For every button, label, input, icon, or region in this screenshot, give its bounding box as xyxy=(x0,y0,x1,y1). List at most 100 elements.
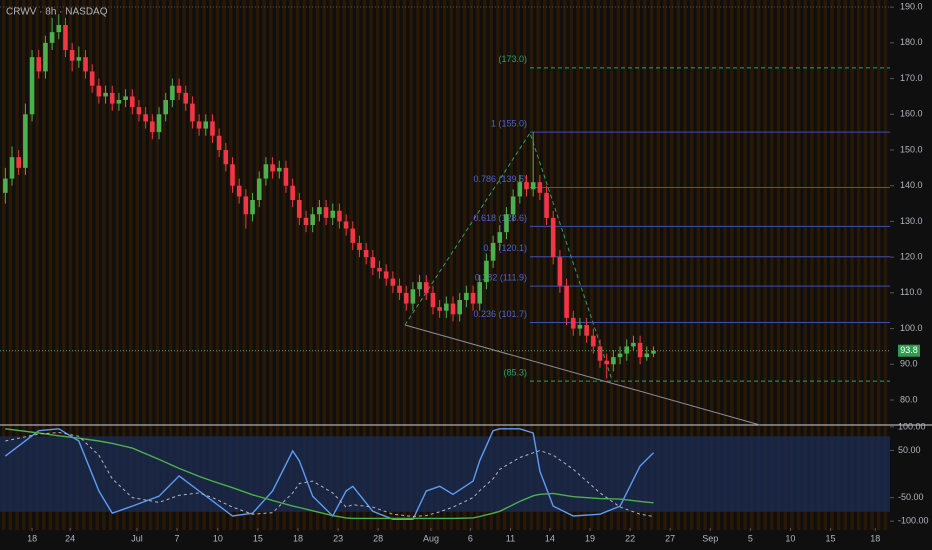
x-tick-label: 15 xyxy=(826,533,836,543)
candle-body xyxy=(570,317,576,329)
candle-body xyxy=(123,96,128,100)
candle-body xyxy=(69,50,75,61)
candle-body xyxy=(196,121,202,129)
candle-body xyxy=(3,178,8,193)
candle-body xyxy=(477,282,483,304)
candle-body xyxy=(156,114,162,133)
fib-label: (85.3) xyxy=(503,367,527,377)
y-tick-label: 90.0 xyxy=(900,359,918,369)
candle-body xyxy=(631,342,636,347)
indicator-band xyxy=(0,436,890,512)
candle-body xyxy=(330,210,336,218)
candle-body xyxy=(624,346,630,354)
candle-body xyxy=(96,85,102,97)
candle-body xyxy=(611,357,616,365)
candle-body xyxy=(230,164,235,186)
chart-title: CRWV · 8h · NASDAQ xyxy=(6,7,108,18)
candle-body xyxy=(437,307,442,311)
fib-label: 0.236 (101.7) xyxy=(473,309,527,319)
x-tick-label: 18 xyxy=(27,533,37,543)
candle-body xyxy=(430,292,436,308)
x-tick-label: 18 xyxy=(293,533,303,543)
candle-body xyxy=(537,182,543,193)
candle-body xyxy=(183,92,189,104)
trend-line xyxy=(404,324,761,426)
y-tick-label: 50.00 xyxy=(898,445,921,455)
candle-body xyxy=(223,150,229,165)
candle-body xyxy=(256,178,262,200)
y-tick-label: 120.0 xyxy=(900,252,923,262)
candle-body xyxy=(270,164,275,172)
candle-body xyxy=(170,85,175,100)
y-tick-label: 110.0 xyxy=(900,287,922,297)
candle-body xyxy=(617,353,623,358)
x-tick-label: 10 xyxy=(785,533,795,543)
candle-body xyxy=(517,182,523,197)
y-tick-label: 170.0 xyxy=(900,73,923,83)
candle-body xyxy=(497,232,503,243)
candle-body xyxy=(470,292,476,304)
y-tick-label: 130.0 xyxy=(900,216,923,226)
y-tick-label: 140.0 xyxy=(900,180,923,190)
candle-body xyxy=(584,325,589,336)
candle-body xyxy=(143,114,148,122)
candle-body xyxy=(83,57,88,72)
candle-body xyxy=(383,271,389,279)
candle-body xyxy=(150,121,155,133)
candle-body xyxy=(544,192,549,218)
y-tick-label: 190.0 xyxy=(900,2,923,12)
candle-body xyxy=(109,92,115,104)
candle-body xyxy=(557,257,563,286)
x-tick-label: 7 xyxy=(175,533,180,543)
candle-body xyxy=(524,182,529,190)
candle-body xyxy=(363,250,369,258)
candle-body xyxy=(397,285,402,293)
candle-body xyxy=(236,185,242,197)
y-tick-label: 100.0 xyxy=(900,323,923,333)
candle-body xyxy=(290,185,295,200)
indicator-line xyxy=(5,428,654,520)
candle-body xyxy=(76,57,82,61)
fib-label: (173.0) xyxy=(498,54,527,64)
y-tick-label: 150.0 xyxy=(900,144,923,154)
candle-body xyxy=(444,303,449,311)
candle-body xyxy=(63,25,68,50)
fib-label: 1 (155.0) xyxy=(491,119,527,129)
indicator-line xyxy=(4,428,654,520)
candle-body xyxy=(450,303,456,315)
candle-body xyxy=(310,214,316,225)
candle-body xyxy=(243,196,249,215)
candle-body xyxy=(297,200,302,218)
candle-body xyxy=(317,207,322,215)
candle-body xyxy=(163,100,169,115)
x-tick-label: 18 xyxy=(870,533,880,543)
last-price-tag xyxy=(898,344,920,357)
candle-body xyxy=(103,92,108,97)
candle-body xyxy=(644,353,650,358)
candle-body xyxy=(637,342,643,358)
candle-body xyxy=(484,260,489,283)
candle-body xyxy=(337,210,342,222)
x-tick-label: 6 xyxy=(468,533,473,543)
fib-label: 0.5 (120.1) xyxy=(483,243,527,253)
x-tick-label: 27 xyxy=(665,533,675,543)
x-tick-label: 15 xyxy=(253,533,263,543)
candle-body xyxy=(116,100,122,104)
x-tick-label: Sep xyxy=(702,533,718,543)
candle-body xyxy=(210,121,215,136)
candle-body xyxy=(16,157,22,168)
candle-body xyxy=(250,200,255,215)
x-tick-label: 23 xyxy=(333,533,343,543)
candle-body xyxy=(36,57,42,72)
candle-body xyxy=(604,360,609,365)
x-tick-label: 10 xyxy=(213,533,223,543)
x-tick-label: 19 xyxy=(585,533,595,543)
candle-body xyxy=(564,285,569,318)
candle-body xyxy=(23,114,28,168)
x-tick-label: 5 xyxy=(748,533,753,543)
indicator-line xyxy=(5,431,654,518)
x-tick-label: 24 xyxy=(65,533,75,543)
candle-body xyxy=(29,57,35,115)
candle-body xyxy=(203,121,209,129)
